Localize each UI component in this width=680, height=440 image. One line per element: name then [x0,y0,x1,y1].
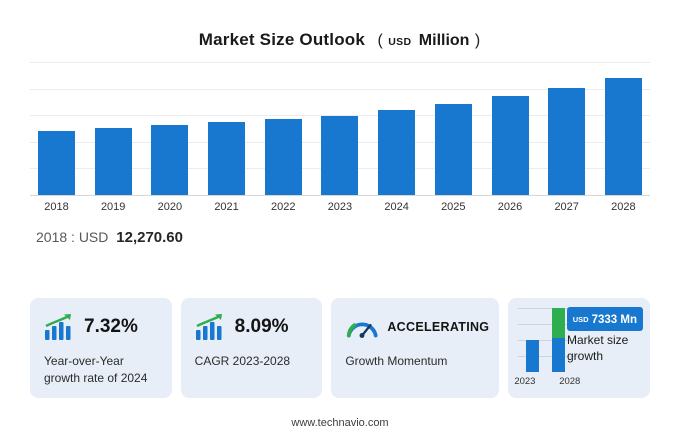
mini-bar-start-year [526,340,540,372]
stats-cards: 7.32% Year-over-Year growth rate of 2024 [30,298,650,398]
bar-growth-icon [195,313,227,341]
bar-growth-icon [44,313,76,341]
x-tick-2021: 2021 [214,201,239,213]
page-title: Market Size Outlook ( USD Million ) [0,30,680,50]
x-axis-line [30,195,650,196]
title-unit-label: Million [418,32,470,49]
mini-year-start: 2023 [514,376,536,387]
cagr-value: 8.09% [234,316,289,337]
yoy-growth-label-line2: growth rate of 2024 [44,370,148,385]
mini-bar-growth-segment [552,308,566,338]
mini-year-end: 2028 [559,376,581,387]
bar-plot [30,62,650,195]
gauge-icon [345,315,379,339]
mini-gridline [518,356,579,357]
bar-2023 [321,115,359,195]
x-tick-2027: 2027 [554,201,579,213]
gridline [30,88,650,90]
momentum-value: ACCELERATING [387,320,490,334]
bar-2019 [94,128,132,195]
bar-2024 [378,110,416,195]
title-paren-close: ) [474,32,481,49]
x-tick-2026: 2026 [497,201,523,213]
title-paren-open: ( [377,32,383,49]
badge-currency: USD [572,315,589,324]
mini-bar-end-year [552,308,566,372]
mini-gridline [518,340,579,341]
x-tick-2018: 2018 [44,201,69,213]
bar-2025 [434,103,472,195]
mini-gridline [518,324,579,325]
card-yoy-growth: 7.32% Year-over-Year growth rate of 2024 [30,298,172,398]
bar-2022 [264,119,302,195]
title-unit-currency: USD [388,36,412,48]
yoy-growth-label-line1: Year-over-Year [44,354,124,368]
x-axis-labels: 2018 2019 2020 2021 2022 2023 2024 2025 2026 2027… [30,201,650,213]
badge-amount: 7333 Mn [591,314,637,326]
x-tick-2023: 2023 [327,201,353,213]
card-cagr: 8.09% CAGR 2023-2028 [180,298,323,398]
gridline [30,62,650,63]
cagr-label: CAGR 2023-2028 [194,354,291,368]
card-market-size-growth: 2023 2028 USD 7333 Mn Market size growth [508,298,650,398]
x-tick-2022: 2022 [271,201,296,213]
base-year-value: 2018 : USD 12,270.60 [36,229,183,246]
mini-gridline [518,308,579,309]
x-tick-2024: 2024 [384,201,409,213]
footer-url: www.technavio.com [291,417,389,429]
x-tick-2019: 2019 [100,201,126,213]
market-size-growth-label: Market size growth [567,333,629,363]
gridline [30,115,650,117]
momentum-label: Growth Momentum [345,354,448,368]
base-year-label: 2018 : USD [36,229,109,245]
growth-value-badge: USD 7333 Mn [566,307,643,331]
yoy-growth-value: 7.32% [84,316,138,337]
bar-2027 [548,87,586,195]
mini-chart-years: 2023 2028 [514,376,580,387]
card-growth-momentum: ACCELERATING Growth Momentum [331,298,500,398]
bar-2020 [151,125,189,195]
bar-2018 [38,131,75,195]
x-tick-2028: 2028 [611,201,636,213]
x-tick-2025: 2025 [441,201,466,213]
base-year-number: 12,270.60 [116,229,183,246]
mini-bar-chart [518,308,579,372]
bar-2028 [604,77,642,195]
title-main: Market Size Outlook [198,30,366,49]
x-tick-2020: 2020 [157,201,183,213]
bar-2021 [208,122,246,195]
bar-2026 [491,96,529,195]
bar-chart [30,62,650,196]
